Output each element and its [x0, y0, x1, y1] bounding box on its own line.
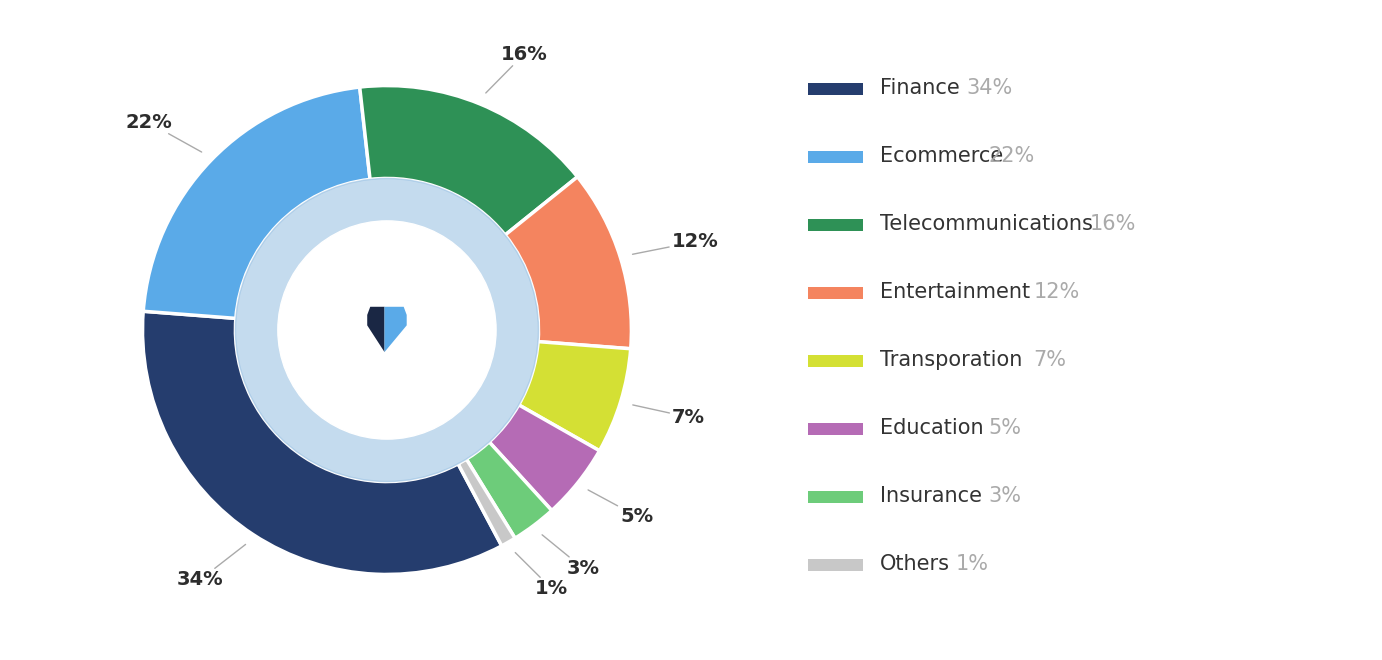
Text: Insurance: Insurance: [880, 486, 981, 506]
Wedge shape: [457, 459, 515, 546]
Text: Education: Education: [880, 418, 984, 438]
Text: 5%: 5%: [589, 490, 654, 525]
Wedge shape: [144, 87, 370, 318]
Text: 3%: 3%: [542, 535, 600, 578]
Text: 16%: 16%: [486, 45, 547, 93]
Text: Finance: Finance: [880, 78, 959, 98]
Text: Transporation: Transporation: [880, 350, 1023, 370]
Text: Ecommerce: Ecommerce: [880, 146, 1003, 166]
Wedge shape: [504, 177, 632, 348]
Wedge shape: [142, 312, 502, 574]
Wedge shape: [518, 342, 630, 451]
Text: 12%: 12%: [1034, 282, 1079, 302]
Text: Telecommunications: Telecommunications: [880, 214, 1093, 234]
Text: 7%: 7%: [1034, 350, 1067, 370]
Circle shape: [278, 221, 496, 439]
Wedge shape: [359, 86, 578, 235]
Polygon shape: [368, 307, 384, 352]
Text: 3%: 3%: [988, 486, 1021, 506]
Text: 22%: 22%: [126, 114, 202, 152]
Text: 34%: 34%: [966, 78, 1013, 98]
Text: 1%: 1%: [955, 554, 988, 574]
Text: Entertainment: Entertainment: [880, 282, 1030, 302]
Circle shape: [235, 178, 539, 482]
Wedge shape: [466, 442, 551, 538]
Text: 7%: 7%: [633, 405, 705, 427]
Text: 5%: 5%: [988, 418, 1021, 438]
Polygon shape: [384, 307, 406, 352]
Text: 12%: 12%: [633, 232, 719, 254]
Text: 16%: 16%: [1089, 214, 1136, 234]
Text: 34%: 34%: [177, 544, 246, 589]
Text: 1%: 1%: [515, 552, 568, 598]
Text: 22%: 22%: [988, 146, 1035, 166]
Text: Others: Others: [880, 554, 949, 574]
Wedge shape: [489, 405, 600, 511]
